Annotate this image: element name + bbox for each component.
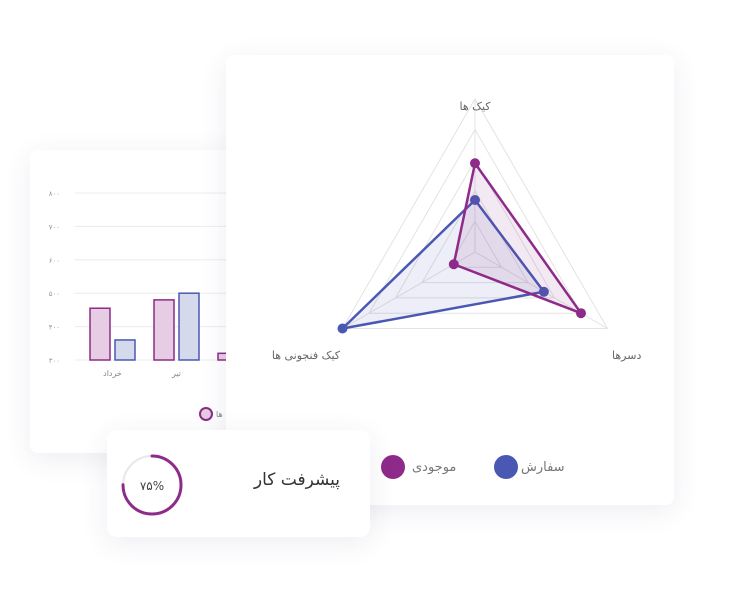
bar-series-a	[153, 299, 175, 361]
radar-axis-label: دسرها	[612, 349, 641, 362]
radar-series-area	[341, 198, 546, 330]
radar-grid-ring	[394, 159, 556, 299]
radar-legend-label: موجودی	[412, 460, 456, 475]
progress-card: ۷۵% پیشرفت کار	[107, 430, 370, 537]
radar-axis-label: کیک فنجونی ها	[272, 349, 341, 362]
bar-y-tick-label: ۴۰۰	[49, 324, 60, 332]
radar-grid-ring	[447, 220, 503, 268]
progress-title: پیشرفت کار	[253, 470, 340, 490]
bar-x-tick-label: تیر	[171, 369, 181, 378]
radar-legend-marker	[381, 455, 405, 479]
bar-series-a	[89, 307, 111, 361]
radar-grid-ring	[368, 128, 582, 314]
bar-y-tick-label: ۳۰۰	[49, 357, 60, 365]
radar-series-area	[452, 162, 583, 315]
radar-grid-ring	[341, 98, 609, 329]
bar-y-tick-label: ۷۰۰	[49, 223, 60, 231]
progress-value: ۷۵%	[140, 479, 164, 493]
bar-y-tick-label: ۵۰۰	[49, 290, 60, 298]
radar-point	[470, 158, 480, 169]
bar-x-tick-label: خرداد	[103, 369, 122, 378]
progress-ring-fill	[121, 454, 183, 516]
radar-point	[538, 286, 549, 297]
radar-point	[337, 323, 348, 334]
radar-axis-label: کیک ها	[459, 100, 491, 113]
bar-legend-label: ها	[216, 410, 223, 419]
radar-chart: کیک ها دسرها کیک فنجونی ها موجودی سفارش	[272, 98, 641, 479]
radar-legend-marker	[494, 455, 518, 479]
bar-legend-marker	[199, 407, 213, 421]
radar-legend-label: سفارش	[521, 460, 565, 475]
radar-point	[470, 194, 480, 205]
bar-series-b	[114, 339, 136, 361]
bar-series-b	[178, 292, 200, 361]
bar-y-tick-label: ۶۰۰	[49, 257, 60, 265]
progress-ring: ۷۵%	[121, 454, 183, 516]
radar-point	[448, 259, 459, 270]
radar-point	[576, 308, 587, 319]
bar-y-tick-label: ۸۰۰	[49, 190, 60, 198]
